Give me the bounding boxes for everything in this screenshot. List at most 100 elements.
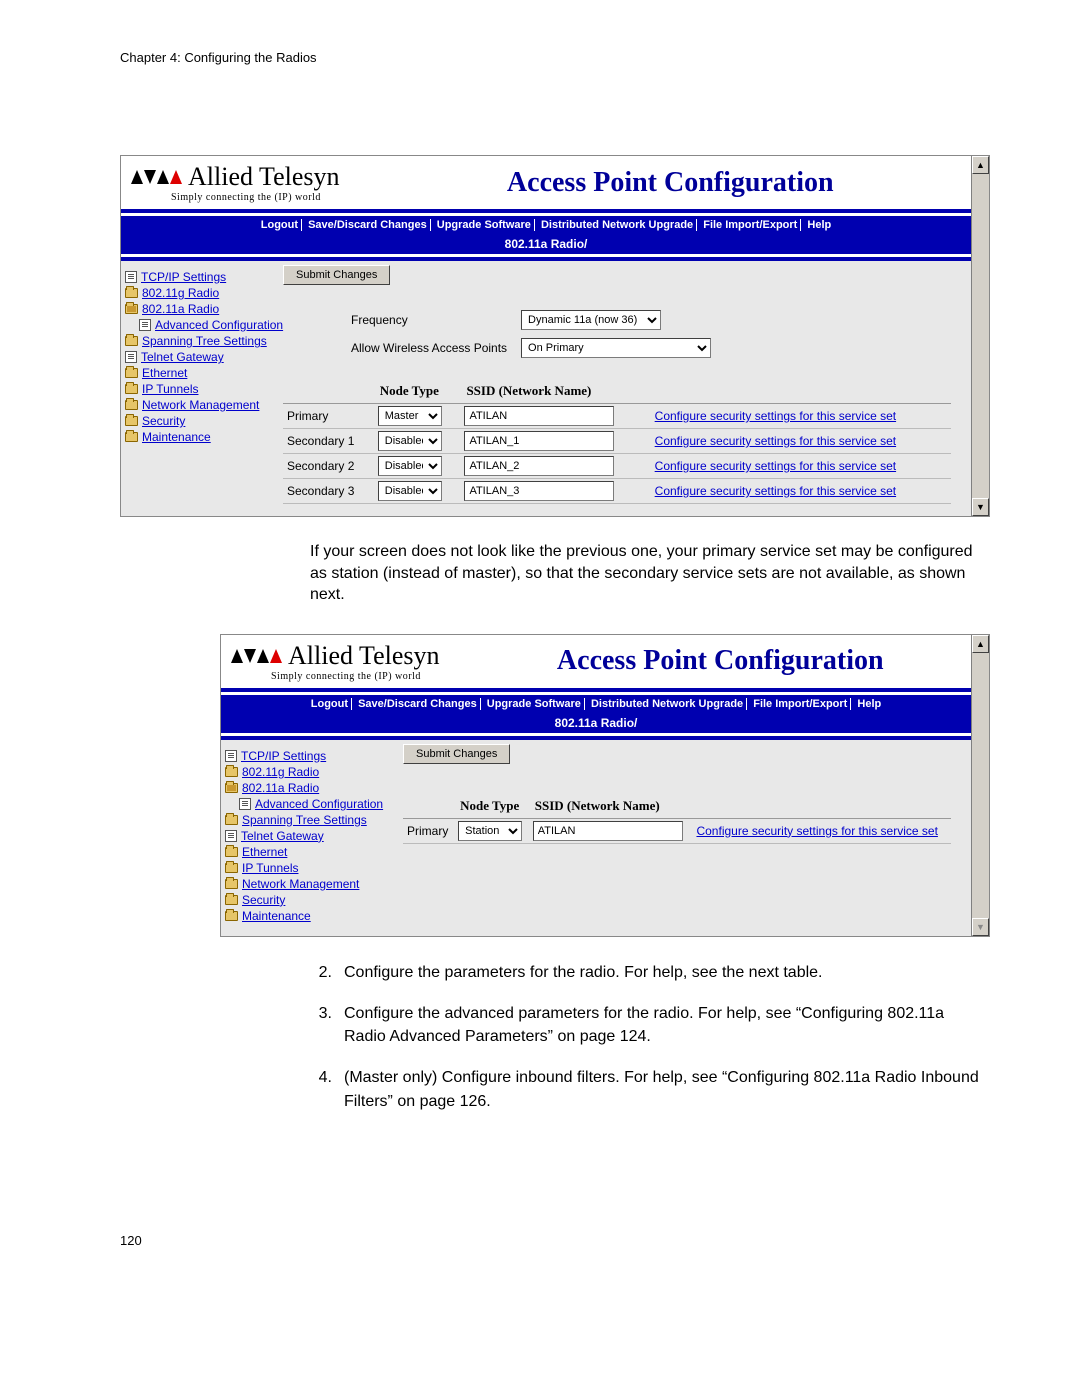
sidebar-item-80211a[interactable]: 802.11a Radio xyxy=(125,301,275,317)
ssid-input[interactable] xyxy=(464,431,614,451)
sidebar-item-tcpip[interactable]: TCP/IP Settings xyxy=(125,269,275,285)
nav-logout[interactable]: Logout xyxy=(308,698,352,710)
step-3: Configure the advanced parameters for th… xyxy=(344,1002,990,1048)
page-number: 120 xyxy=(120,1233,990,1248)
configure-security-link[interactable]: Configure security settings for this ser… xyxy=(655,409,896,423)
logo: Allied Telesyn Simply connecting the (IP… xyxy=(131,162,340,203)
sidebar-item-80211g[interactable]: 802.11g Radio xyxy=(125,285,275,301)
nav-upgrade[interactable]: Upgrade Software xyxy=(434,219,535,231)
sidebar-item-netmgmt[interactable]: Network Management xyxy=(125,397,275,413)
configure-security-link[interactable]: Configure security settings for this ser… xyxy=(655,459,896,473)
allow-wap-select[interactable]: On Primary xyxy=(521,338,711,358)
page-icon xyxy=(125,271,137,283)
row-label: Primary xyxy=(403,818,454,843)
sidebar-item-telnet[interactable]: Telnet Gateway xyxy=(225,828,395,844)
scroll-down-icon[interactable]: ▼ xyxy=(972,498,989,516)
row-label: Secondary 1 xyxy=(283,429,374,454)
sidebar: TCP/IP Settings 802.11g Radio 802.11a Ra… xyxy=(225,744,395,924)
sidebar-item-80211g[interactable]: 802.11g Radio xyxy=(225,764,395,780)
sidebar-item-advcfg[interactable]: Advanced Configuration xyxy=(225,796,395,812)
top-nav: Logout Save/Discard Changes Upgrade Soft… xyxy=(121,216,971,234)
ssid-input[interactable] xyxy=(533,821,683,841)
nav-file[interactable]: File Import/Export xyxy=(700,219,801,231)
nav-save[interactable]: Save/Discard Changes xyxy=(355,698,481,710)
col-nodetype: Node Type xyxy=(374,379,461,404)
page-icon xyxy=(225,830,237,842)
folder-icon xyxy=(225,911,238,921)
step-list: 2.Configure the parameters for the radio… xyxy=(310,961,990,1113)
page-icon xyxy=(139,319,151,331)
allow-label: Allow Wireless Access Points xyxy=(345,335,513,361)
sidebar-item-maintenance[interactable]: Maintenance xyxy=(125,429,275,445)
nav-file[interactable]: File Import/Export xyxy=(750,698,851,710)
top-nav: Logout Save/Discard Changes Upgrade Soft… xyxy=(221,695,971,713)
sidebar: TCP/IP Settings 802.11g Radio 802.11a Ra… xyxy=(125,265,275,504)
sidebar-item-security[interactable]: Security xyxy=(225,892,395,908)
sidebar-item-stp[interactable]: Spanning Tree Settings xyxy=(225,812,395,828)
ssid-input[interactable] xyxy=(464,406,614,426)
folder-icon xyxy=(125,400,138,410)
scroll-down-icon[interactable]: ▼ xyxy=(972,918,989,936)
nav-upgrade[interactable]: Upgrade Software xyxy=(484,698,585,710)
col-ssid: SSID (Network Name) xyxy=(460,379,650,404)
table-row: Secondary 2DisabledConfigure security se… xyxy=(283,454,951,479)
breadcrumb: 802.11a Radio/ xyxy=(221,713,971,733)
scrollbar[interactable]: ▲ ▼ xyxy=(971,635,989,936)
freq-label: Frequency xyxy=(345,307,513,333)
sidebar-item-80211a[interactable]: 802.11a Radio xyxy=(225,780,395,796)
submit-button[interactable]: Submit Changes xyxy=(283,265,390,285)
scroll-up-icon[interactable]: ▲ xyxy=(972,156,989,174)
nav-dist[interactable]: Distributed Network Upgrade xyxy=(588,698,747,710)
logo-mark-icon xyxy=(131,170,182,184)
folder-icon xyxy=(225,767,238,777)
sidebar-item-advcfg[interactable]: Advanced Configuration xyxy=(125,317,275,333)
nav-dist[interactable]: Distributed Network Upgrade xyxy=(538,219,697,231)
folder-icon xyxy=(225,815,238,825)
service-set-table: Node Type SSID (Network Name) PrimaryMas… xyxy=(283,379,951,504)
screenshot-master: ▲ ▼ Allied Telesyn Simply connecting the… xyxy=(120,155,990,517)
row-label: Primary xyxy=(283,404,374,429)
folder-icon xyxy=(125,416,138,426)
folder-icon xyxy=(125,336,138,346)
sidebar-item-iptunnels[interactable]: IP Tunnels xyxy=(125,381,275,397)
table-row: PrimaryMaster Configure security settings… xyxy=(283,404,951,429)
configure-security-link[interactable]: Configure security settings for this ser… xyxy=(655,484,896,498)
sidebar-item-tcpip[interactable]: TCP/IP Settings xyxy=(225,748,395,764)
sidebar-item-stp[interactable]: Spanning Tree Settings xyxy=(125,333,275,349)
service-set-table: Node Type SSID (Network Name) PrimarySta… xyxy=(403,794,951,844)
scroll-up-icon[interactable]: ▲ xyxy=(972,635,989,653)
submit-button[interactable]: Submit Changes xyxy=(403,744,510,764)
sidebar-item-iptunnels[interactable]: IP Tunnels xyxy=(225,860,395,876)
sidebar-item-ethernet[interactable]: Ethernet xyxy=(225,844,395,860)
table-row: Secondary 3DisabledConfigure security se… xyxy=(283,479,951,504)
nav-help[interactable]: Help xyxy=(804,219,834,231)
configure-security-link[interactable]: Configure security settings for this ser… xyxy=(655,434,896,448)
ssid-input[interactable] xyxy=(464,481,614,501)
sidebar-item-ethernet[interactable]: Ethernet xyxy=(125,365,275,381)
breadcrumb: 802.11a Radio/ xyxy=(121,234,971,254)
nodetype-select[interactable]: Master xyxy=(378,406,442,426)
folder-icon xyxy=(225,879,238,889)
nav-help[interactable]: Help xyxy=(854,698,884,710)
nodetype-select[interactable]: Disabled xyxy=(378,481,442,501)
chapter-heading: Chapter 4: Configuring the Radios xyxy=(120,50,990,65)
nodetype-select[interactable]: Disabled xyxy=(378,456,442,476)
table-row: Secondary 1Disabled Configure security se… xyxy=(283,429,951,454)
folder-open-icon xyxy=(225,783,238,793)
scrollbar[interactable]: ▲ ▼ xyxy=(971,156,989,516)
sidebar-item-netmgmt[interactable]: Network Management xyxy=(225,876,395,892)
sidebar-item-telnet[interactable]: Telnet Gateway xyxy=(125,349,275,365)
nodetype-select[interactable]: Station xyxy=(458,821,522,841)
folder-icon xyxy=(125,432,138,442)
nav-logout[interactable]: Logout xyxy=(258,219,302,231)
nodetype-select[interactable]: Disabled xyxy=(378,431,442,451)
nav-save[interactable]: Save/Discard Changes xyxy=(305,219,431,231)
ssid-input[interactable] xyxy=(464,456,614,476)
folder-icon xyxy=(125,368,138,378)
configure-security-link[interactable]: Configure security settings for this ser… xyxy=(696,824,937,838)
sidebar-item-maintenance[interactable]: Maintenance xyxy=(225,908,395,924)
table-row: PrimaryStation Configure security setting… xyxy=(403,818,951,843)
sidebar-item-security[interactable]: Security xyxy=(125,413,275,429)
frequency-select[interactable]: Dynamic 11a (now 36) xyxy=(521,310,661,330)
page-icon xyxy=(125,351,137,363)
